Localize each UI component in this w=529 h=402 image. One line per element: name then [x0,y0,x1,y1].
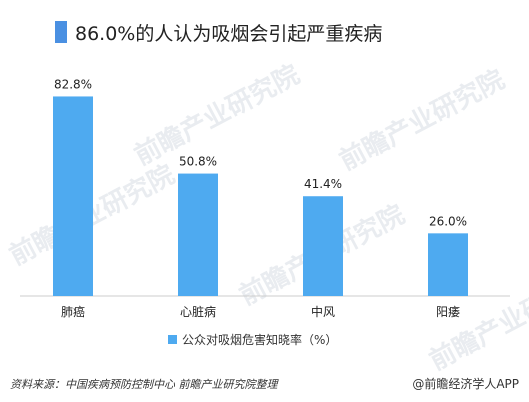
bar-0 [53,96,93,297]
legend: 公众对吸烟危害知晓率（%） [168,331,337,348]
x-tick-label-0: 肺癌 [61,304,85,319]
x-tick-label-3: 阳痿 [436,304,460,319]
bar-2 [303,196,343,296]
legend-label: 公众对吸烟危害知晓率（%） [182,333,338,347]
brand-credit: @前瞻经济学人APP [412,377,519,391]
chart-title-text: 86.0%的人认为吸烟会引起严重疾病 [75,22,383,45]
chart-title: 86.0%的人认为吸烟会引起严重疾病 [55,18,382,46]
x-tick-label-1: 心脏病 [180,304,216,319]
data-label-0: 82.8% [54,77,92,91]
x-tick-label-2: 中风 [311,304,335,319]
source-note: 资料来源：中国疾病预防控制中心 前瞻产业研究院整理 [10,378,278,391]
bar-3 [428,233,468,296]
data-label-1: 50.8% [179,155,217,169]
title-marker [55,21,67,43]
data-label-2: 41.4% [304,177,342,191]
legend-swatch [168,335,177,344]
data-label-3: 26.0% [429,214,467,228]
bar-1 [178,173,218,296]
